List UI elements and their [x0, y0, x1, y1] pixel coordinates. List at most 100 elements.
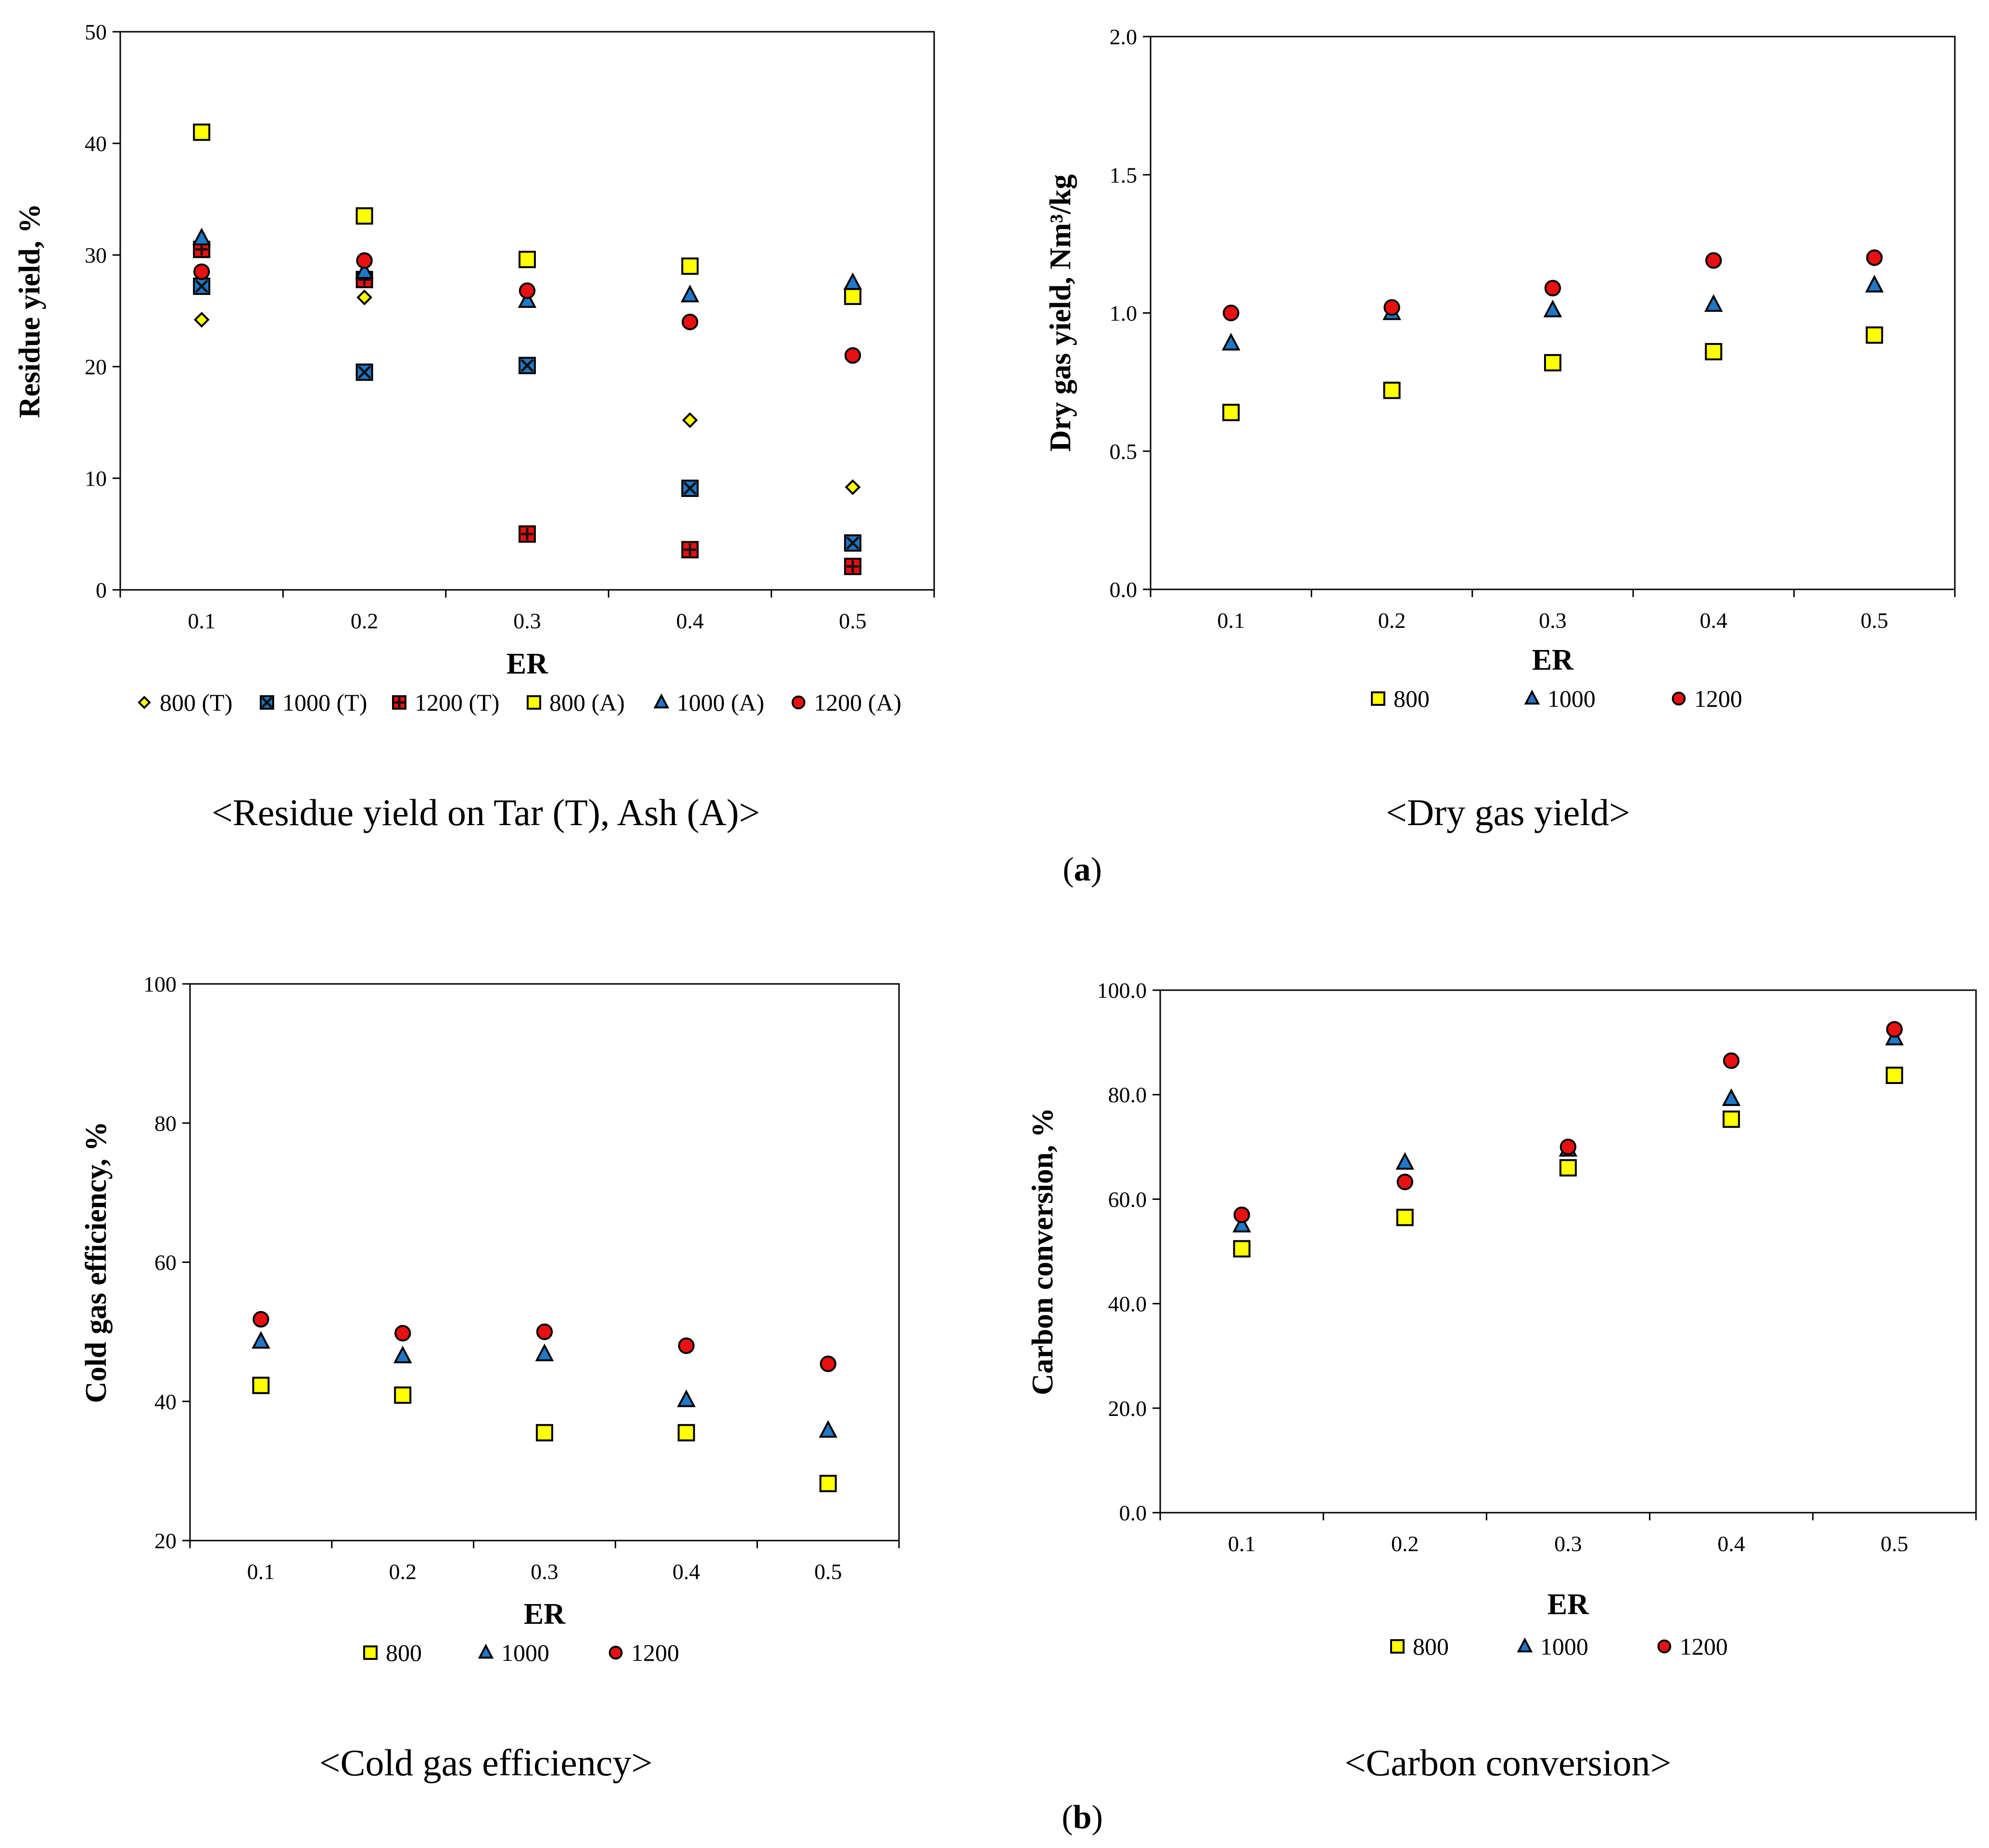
- data-point-1000: [1395, 1152, 1415, 1170]
- legend-marker: [1524, 689, 1540, 705]
- data-point-1200: [1705, 252, 1722, 269]
- x-tick-label: 0.5: [1881, 1531, 1909, 1556]
- data-point-1000: [393, 1345, 412, 1364]
- legend-marker: [363, 1645, 378, 1660]
- y-tick-label: 40: [154, 1389, 177, 1414]
- data-point-800: [1705, 343, 1723, 360]
- x-tick-label: 0.1: [247, 1559, 275, 1584]
- y-tick-label: 20.0: [1108, 1396, 1147, 1421]
- x-axis-title: ER: [507, 648, 548, 680]
- x-tick-label: 0.1: [1228, 1531, 1256, 1556]
- legend-item: 1200 (A): [791, 689, 901, 716]
- legend-item: 1000 (T): [260, 689, 367, 716]
- legend-item: 1000 (A): [653, 689, 764, 716]
- legend-label: 1000 (A): [677, 689, 764, 716]
- data-point-1000: [535, 1343, 554, 1362]
- legend-item: 800 (T): [138, 689, 232, 716]
- data-point-1200-A: [519, 282, 536, 299]
- y-axis-title: Cold gas efficiency, %: [80, 1122, 113, 1403]
- data-point-800-T: [845, 479, 861, 495]
- legend-item: 1200: [1657, 1633, 1728, 1660]
- data-point-1200-A: [193, 263, 210, 280]
- chart-caption: <Cold gas efficiency>: [319, 1742, 652, 1784]
- data-point-1200: [1866, 249, 1883, 266]
- x-tick-label: 0.5: [839, 609, 867, 633]
- legend-item: 1000: [1524, 685, 1596, 712]
- data-point-1200: [1723, 1052, 1740, 1069]
- x-axis-title: ER: [1532, 644, 1574, 676]
- legend-marker: [1371, 691, 1385, 706]
- data-point-1200-T-plus: [521, 528, 533, 540]
- legend-item: 800: [1371, 685, 1430, 712]
- y-tick-label: 0: [96, 578, 107, 602]
- legend-label: 800: [1394, 685, 1430, 712]
- data-point-800: [1222, 404, 1240, 421]
- data-point-1000-T-cross: [520, 358, 534, 372]
- y-tick-label: 80.0: [1108, 1083, 1147, 1107]
- chart-caption: <Carbon conversion>: [1344, 1742, 1671, 1784]
- y-tick-label: 60: [154, 1250, 177, 1275]
- legend-marker: [1390, 1639, 1405, 1654]
- x-tick-label: 0.4: [672, 1559, 700, 1584]
- panel-label: (a): [1063, 851, 1102, 888]
- plot-frame: [1159, 989, 1977, 1514]
- legend-label: 1200: [1680, 1633, 1728, 1660]
- y-tick-label: 0.0: [1119, 1501, 1147, 1525]
- chart-cge: 20 40 60 80 100 0.1 0.2 0.3 0.4 0.5 ER Cold gas eff…: [80, 972, 900, 1784]
- legend-label: 1000: [501, 1639, 549, 1666]
- data-point-1200: [820, 1355, 836, 1372]
- y-tick-label: 100: [143, 972, 177, 996]
- x-tick-label: 0.4: [676, 609, 704, 633]
- chart-drygas: 0.0 0.5 1.0 1.5 2.0 0.1 0.2 0.3 0.4 0.5 ER Dry gas …: [1044, 25, 1956, 833]
- y-tick-label: 0.5: [1110, 439, 1138, 464]
- legend-label: 1000: [1540, 1633, 1588, 1660]
- data-point-1000-A: [355, 261, 374, 279]
- chart-caption: <Residue yield on Tar (T), Ash (A)>: [212, 791, 760, 833]
- data-point-800: [1383, 382, 1401, 399]
- legend-item: 1200: [1672, 685, 1742, 712]
- data-point-1200: [1544, 280, 1561, 296]
- data-point-1200-T-plus: [847, 560, 859, 573]
- legend-label: 800: [1413, 1633, 1449, 1660]
- data-point-1200: [1396, 1173, 1414, 1190]
- data-point-800-T: [356, 289, 373, 306]
- legend-label: 800: [386, 1639, 422, 1666]
- x-tick-label: 0.3: [1539, 608, 1567, 633]
- data-point-800: [1723, 1110, 1740, 1128]
- x-tick-label: 0.3: [513, 609, 541, 633]
- legend-item: 1200: [608, 1639, 679, 1666]
- x-tick-label: 0.4: [1717, 1531, 1745, 1556]
- data-point-1000: [1722, 1088, 1741, 1106]
- data-point-1200: [1559, 1138, 1577, 1156]
- legend-marker: [138, 696, 151, 709]
- x-axis-title: ER: [1547, 1588, 1589, 1621]
- chart-caption: <Dry gas yield>: [1386, 791, 1630, 833]
- x-tick-label: 0.1: [1217, 608, 1245, 633]
- chart-carbon: 0.0 20.0 40.0 60.0 80.0 100.0 0.1 0.2 0.3 0.4 0.5 E…: [1026, 978, 1977, 1784]
- legend-item: 1000: [1517, 1633, 1588, 1660]
- legend-marker-cross: [261, 697, 273, 708]
- data-point-800-A: [681, 257, 699, 275]
- y-tick-label: 40.0: [1108, 1292, 1147, 1316]
- data-point-800-A: [355, 207, 373, 225]
- x-axis-title: ER: [524, 1598, 566, 1631]
- y-tick-label: 80: [154, 1111, 177, 1135]
- legend-label: 800 (A): [549, 689, 625, 716]
- data-point-800: [819, 1475, 837, 1492]
- legend-label: 1200 (T): [415, 689, 499, 716]
- data-point-800: [252, 1376, 270, 1394]
- legend-marker: [791, 695, 806, 710]
- data-point-1200: [536, 1323, 553, 1340]
- legend-marker: [1657, 1639, 1672, 1654]
- y-tick-label: 60.0: [1108, 1187, 1147, 1211]
- data-point-1000: [1232, 1214, 1251, 1233]
- y-tick-label: 10: [85, 466, 107, 491]
- legend-marker: [653, 693, 670, 709]
- legend-marker: [1672, 691, 1686, 706]
- y-tick-label: 20: [85, 355, 107, 379]
- legend-item: 1200 (T): [392, 689, 499, 716]
- data-point-800-T: [193, 312, 210, 328]
- y-axis-title: Residue yield, %: [13, 204, 46, 418]
- legend-item: 800 (A): [527, 689, 625, 716]
- plot-frame: [189, 983, 900, 1542]
